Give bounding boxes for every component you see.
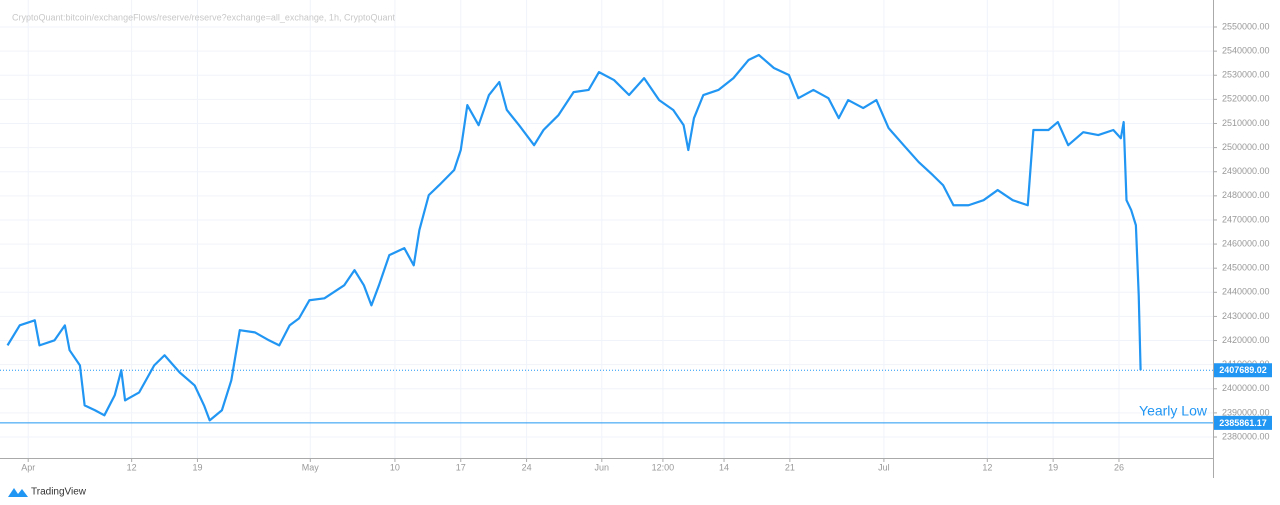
x-tick-label: 17 — [456, 462, 466, 472]
price-label-box — [1214, 363, 1272, 378]
watermark-title: CryptoQuant:bitcoin/exchangeFlows/reserv… — [12, 12, 395, 22]
y-tick-label: 2500000.00 — [1222, 142, 1270, 152]
x-tick-label: 14 — [719, 462, 729, 472]
series-line — [6, 53, 1142, 422]
y-tick-label: 2450000.00 — [1222, 263, 1270, 273]
y-tick-label: 2430000.00 — [1222, 311, 1270, 321]
tradingview-logo: TradingView — [8, 487, 87, 498]
y-tick-label: 2420000.00 — [1222, 335, 1270, 345]
brand: TradingView — [31, 487, 87, 498]
x-tick-label: 19 — [1048, 462, 1058, 472]
price-label: 2407689.02 — [1219, 365, 1267, 375]
plot: Yearly Low — [0, 53, 1213, 424]
x-tick-label: 10 — [390, 462, 400, 472]
x-tick-label: Jun — [595, 462, 610, 472]
y-tick-label: 2440000.00 — [1222, 287, 1270, 297]
y-tick-label: 2390000.00 — [1222, 407, 1270, 417]
y-tick-label: 2480000.00 — [1222, 190, 1270, 200]
y-tick-label: 2470000.00 — [1222, 214, 1270, 224]
x-tick-label: 21 — [785, 462, 795, 472]
y-tick-label: 2380000.00 — [1222, 431, 1270, 441]
price-label: 2385861.17 — [1219, 418, 1267, 428]
y-tick-label: 2460000.00 — [1222, 238, 1270, 248]
grid — [0, 0, 1213, 458]
y-tick-label: 2550000.00 — [1222, 21, 1270, 31]
y-tick-label: 2540000.00 — [1222, 46, 1270, 56]
y-tick-label: 2510000.00 — [1222, 118, 1270, 128]
y-tick-label: 2400000.00 — [1222, 383, 1270, 393]
price-label-box — [1214, 415, 1272, 430]
x-tick-label: 26 — [1114, 462, 1124, 472]
x-tick-label: 12:00 — [652, 462, 675, 472]
price-line-name: Yearly Low — [1139, 403, 1208, 419]
x-tick-label: 12 — [127, 462, 137, 472]
x-tick-label: 12 — [982, 462, 992, 472]
x-tick-label: 19 — [192, 462, 202, 472]
x-tick-label: Apr — [21, 462, 35, 472]
x-tick-label: Jul — [878, 462, 890, 472]
y-tick-label: 2520000.00 — [1222, 94, 1270, 104]
y-tick-label: 2530000.00 — [1222, 70, 1270, 80]
x-tick-label: 24 — [522, 462, 532, 472]
y-tick-label: 2490000.00 — [1222, 166, 1270, 176]
logo-icon — [8, 488, 28, 497]
x-tick-label: May — [302, 462, 320, 472]
